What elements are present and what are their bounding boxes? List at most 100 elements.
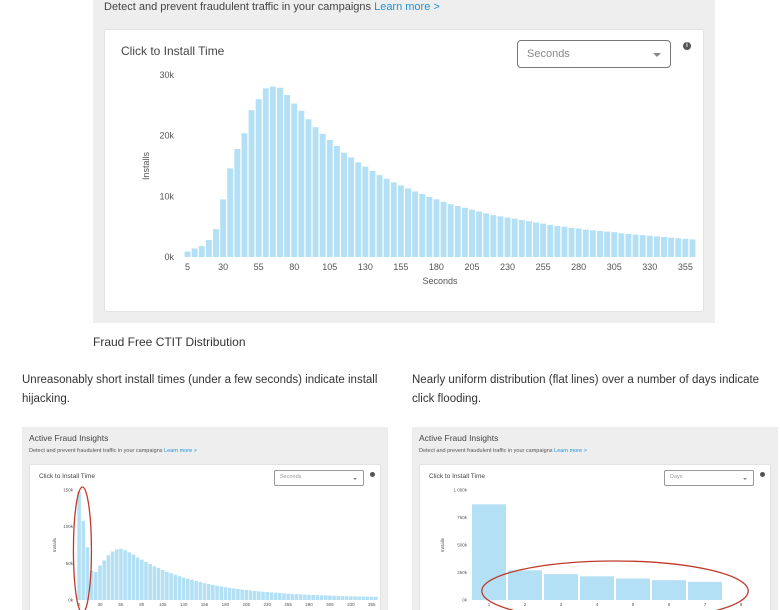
chart-bar (319, 133, 326, 257)
chart-bar (326, 139, 333, 257)
chart-bar (668, 237, 675, 257)
chart-bar (682, 238, 689, 257)
chart-bar (639, 235, 646, 257)
chart-bar (94, 572, 98, 600)
chart-bar (165, 571, 169, 600)
chart-bar (580, 576, 614, 600)
chart-bar (544, 574, 578, 600)
top-fraud-insights-panel: Detect and prevent fraudulent traffic in… (93, 0, 715, 323)
x-tick-label: 180 (222, 602, 230, 607)
chart-bar (77, 491, 81, 600)
time-unit-select[interactable]: Seconds (274, 470, 364, 486)
chart-caption: Fraud Free CTIT Distribution (93, 335, 246, 349)
flooding-description: Nearly uniform distribution (flat lines)… (412, 374, 760, 405)
panel-subtitle-text: Detect and prevent fraudulent traffic in… (104, 1, 372, 13)
x-tick-label: 5 (185, 262, 190, 272)
chart-bar (336, 595, 341, 600)
info-icon[interactable] (370, 472, 375, 477)
chart-bar (152, 566, 157, 600)
panel-title: Active Fraud Insights (419, 433, 499, 443)
time-unit-select[interactable]: Days (664, 470, 754, 486)
chart-bar (376, 175, 383, 257)
y-tick-label: 20k (159, 131, 174, 141)
chart-bar (277, 87, 283, 257)
chart-bar (206, 584, 211, 600)
chart-bar (597, 230, 603, 257)
chart-bar (144, 561, 148, 600)
chart-bar (169, 573, 173, 600)
chart-bar (294, 594, 299, 600)
chart-bar (135, 557, 140, 600)
chart-bar (472, 504, 506, 600)
learn-more-link[interactable]: Learn more > (554, 448, 587, 454)
chart-bar (397, 185, 404, 257)
chart-bar (248, 590, 253, 600)
chevron-down-icon (353, 478, 357, 480)
x-tick-label: 355 (678, 262, 693, 272)
chart-bar (184, 251, 191, 257)
learn-more-link[interactable]: Learn more > (374, 1, 440, 13)
chart-bar (361, 596, 366, 600)
ctit-histogram: 0k 10k 20k 30k 5 30 55 80 105 130 155 180 205 230 255 2… (141, 70, 696, 286)
chart-bar (219, 586, 224, 600)
chart-bar (269, 86, 276, 257)
x-tick-label: 280 (305, 602, 313, 607)
chart-bar (589, 230, 596, 257)
chart-bar (110, 551, 115, 600)
chart-bar (244, 590, 249, 600)
chart-bar (561, 226, 568, 257)
chart-bar (205, 240, 212, 257)
y-tick-label: 30k (159, 70, 174, 80)
x-tick-label: 155 (201, 602, 209, 607)
chart-bar (81, 520, 86, 600)
time-unit-selected: Days (670, 474, 683, 480)
x-tick-label: 280 (571, 262, 586, 272)
chart-bar (191, 248, 198, 257)
x-tick-label: 255 (536, 262, 551, 272)
y-tick-label: 50k (66, 561, 74, 566)
x-tick-label: 5 (632, 602, 635, 607)
time-unit-select[interactable]: Seconds (517, 40, 671, 68)
chart-bar (85, 547, 90, 600)
chart-bar (319, 595, 324, 600)
chart-bar (311, 595, 315, 600)
chart-bar (344, 596, 349, 600)
chart-bar (323, 595, 328, 600)
chart-bar (419, 193, 426, 257)
chart-bar (194, 580, 198, 600)
y-axis-title: Installs (440, 537, 445, 552)
y-tick-label: 750k (457, 515, 468, 520)
chart-bar (497, 216, 504, 257)
chart-bar (476, 211, 483, 257)
x-tick-label: 230 (263, 602, 271, 607)
info-icon[interactable] (760, 472, 765, 477)
flooding-example-panel: Active Fraud Insights Detect and prevent… (412, 427, 778, 610)
x-tick-label: 1 (488, 602, 491, 607)
panel-subtitle: Detect and prevent fraudulent traffic in… (29, 448, 197, 454)
chart-bar (362, 166, 369, 257)
chart-bar (604, 231, 611, 257)
time-unit-selected: Seconds (527, 48, 570, 60)
chart-bar (688, 581, 722, 600)
learn-more-link[interactable]: Learn more > (164, 448, 197, 454)
chart-bar (618, 233, 625, 257)
chart-bar (290, 593, 295, 600)
chart-bar (265, 592, 270, 600)
ctit-chart-card: Click to Install Time Seconds 0k 50k 100k 1… (29, 464, 381, 610)
x-axis-title: Seconds (422, 276, 458, 286)
y-tick-label: 150k (63, 488, 74, 493)
x-tick-label: 305 (326, 602, 334, 607)
chart-bar (123, 550, 127, 600)
x-tick-label: 8 (740, 602, 743, 607)
chart-bar (106, 555, 111, 600)
chart-bar (518, 219, 525, 257)
ctit-chart-card: Click to Install Time Days 1 2 3 4 5 6 7 8 0k 250… (419, 464, 771, 610)
chart-bar (211, 584, 215, 600)
x-tick-label: 5 (78, 602, 81, 607)
ctit-chart-card: Click to Install Time Seconds i 0k 10k 20k… (104, 29, 704, 312)
chart-bar (328, 595, 332, 600)
chart-bar (646, 235, 653, 257)
chart-bar (511, 218, 518, 257)
x-tick-label: 3 (560, 602, 563, 607)
info-icon[interactable]: i (683, 42, 691, 50)
